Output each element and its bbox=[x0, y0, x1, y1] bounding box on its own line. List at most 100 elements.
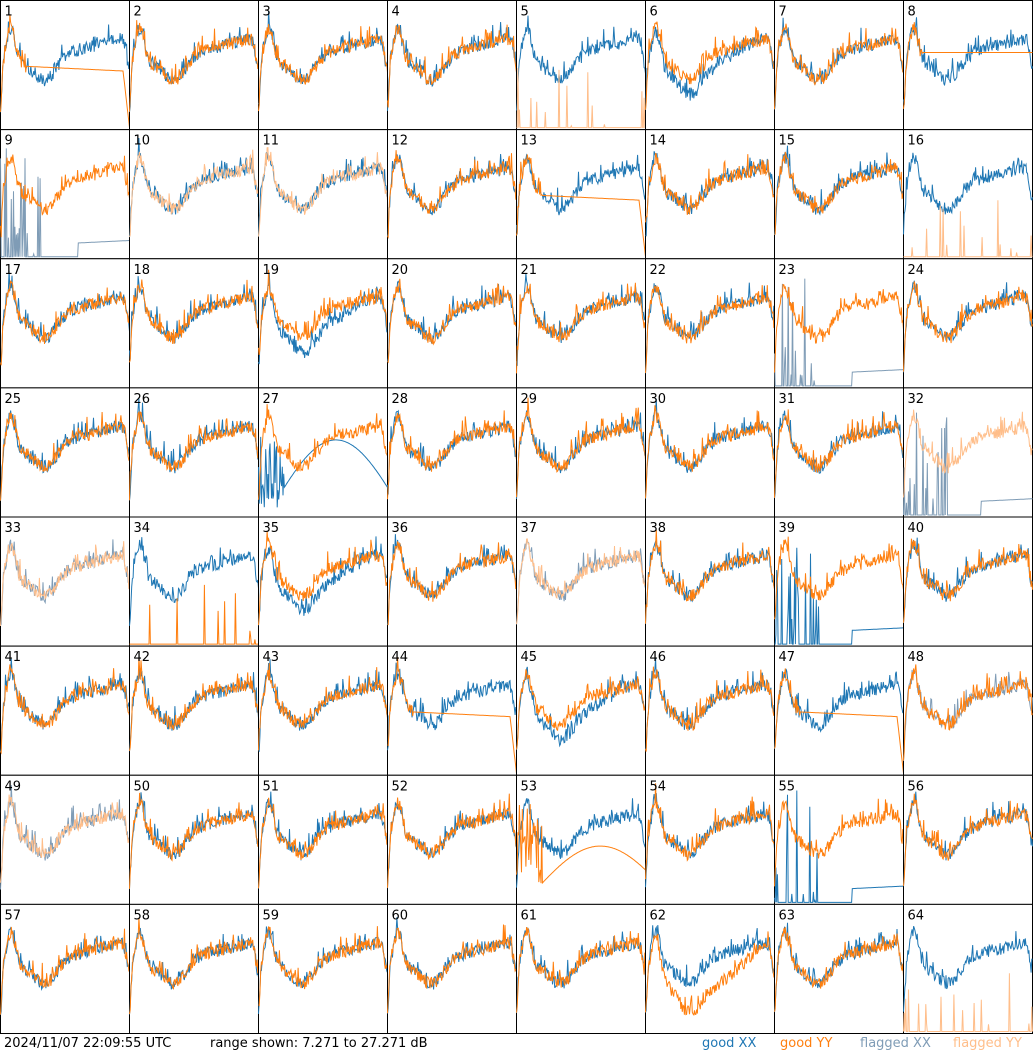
panel-frame bbox=[387, 129, 517, 260]
series-yy-line bbox=[0, 794, 130, 883]
range-text: range shown: 7.271 to 27.271 dB bbox=[210, 1036, 428, 1051]
series-yy-line bbox=[903, 973, 1033, 1032]
panel-label: 27 bbox=[263, 392, 280, 407]
series-yy-line bbox=[645, 666, 775, 752]
panel-32: 32 bbox=[903, 387, 1033, 518]
panel-63: 63 bbox=[774, 903, 904, 1034]
panel-23: 23 bbox=[774, 258, 904, 389]
series-xx-line bbox=[774, 278, 904, 387]
panel-61: 61 bbox=[516, 903, 646, 1034]
panel-label: 46 bbox=[650, 650, 667, 665]
series-xx-line bbox=[903, 152, 1033, 235]
panel-label: 51 bbox=[263, 779, 280, 794]
series-yy-line bbox=[903, 200, 1033, 258]
panel-8: 8 bbox=[903, 0, 1033, 131]
panel-label: 16 bbox=[908, 134, 925, 149]
series-xx-line bbox=[129, 398, 259, 501]
series-yy-line bbox=[774, 283, 904, 373]
panel-label: 9 bbox=[5, 134, 13, 149]
panel-frame bbox=[774, 774, 904, 905]
panel-frame bbox=[0, 645, 130, 776]
panel-label: 21 bbox=[521, 263, 538, 278]
series-yy-line bbox=[129, 792, 259, 889]
series-yy-line bbox=[129, 917, 259, 1015]
panel-5: 5 bbox=[516, 0, 646, 131]
series-yy-line bbox=[645, 529, 775, 624]
legend-flagged-yy: flagged YY bbox=[953, 1036, 1022, 1051]
panel-frame bbox=[645, 903, 775, 1034]
panel-label: 34 bbox=[134, 521, 151, 536]
series-yy-line bbox=[516, 282, 646, 374]
series-yy-line bbox=[129, 584, 259, 645]
series-yy-line bbox=[903, 22, 1033, 109]
panel-label: 15 bbox=[779, 134, 796, 149]
panel-12: 12 bbox=[387, 129, 517, 260]
panel-frame bbox=[129, 129, 259, 260]
series-xx-line bbox=[258, 272, 388, 365]
panel-50: 50 bbox=[129, 774, 259, 905]
panel-label: 37 bbox=[521, 521, 538, 536]
panel-58: 58 bbox=[129, 903, 259, 1034]
panel-55: 55 bbox=[774, 774, 904, 905]
series-yy-line bbox=[645, 783, 775, 880]
series-yy-line bbox=[129, 410, 259, 501]
panel-26: 26 bbox=[129, 387, 259, 518]
panel-frame bbox=[516, 387, 646, 518]
panel-frame bbox=[903, 258, 1033, 389]
panel-label: 43 bbox=[263, 650, 280, 665]
panel-label: 1 bbox=[5, 5, 13, 20]
series-yy-line bbox=[0, 14, 130, 128]
series-yy-line bbox=[258, 797, 388, 889]
series-yy-line bbox=[774, 927, 904, 1012]
panel-42: 42 bbox=[129, 645, 259, 776]
footer: 2024/11/07 22:09:55 UTC range shown: 7.2… bbox=[0, 1034, 1033, 1053]
panel-label: 52 bbox=[392, 779, 409, 794]
panel-11: 11 bbox=[258, 129, 388, 260]
series-xx-line bbox=[774, 790, 904, 903]
panel-label: 19 bbox=[263, 263, 280, 278]
panel-frame bbox=[129, 0, 259, 131]
panel-label: 35 bbox=[263, 521, 280, 536]
series-yy-line bbox=[903, 409, 1033, 498]
panel-frame bbox=[129, 645, 259, 776]
panel-35: 35 bbox=[258, 516, 388, 647]
panel-label: 20 bbox=[392, 263, 409, 278]
panel-21: 21 bbox=[516, 258, 646, 389]
series-yy-line bbox=[258, 24, 388, 112]
series-yy-line bbox=[645, 405, 775, 499]
panel-label: 45 bbox=[521, 650, 538, 665]
panel-frame bbox=[903, 387, 1033, 518]
series-yy-line bbox=[903, 793, 1033, 886]
series-yy-line bbox=[774, 798, 904, 887]
panel-frame bbox=[903, 516, 1033, 647]
panel-label: 17 bbox=[5, 263, 22, 278]
panel-52: 52 bbox=[387, 774, 517, 905]
panel-frame bbox=[774, 903, 904, 1034]
panel-frame bbox=[258, 645, 388, 776]
series-yy-line bbox=[129, 279, 259, 363]
panel-label: 41 bbox=[5, 650, 22, 665]
timestamp: 2024/11/07 22:09:55 UTC bbox=[4, 1036, 172, 1051]
panel-2: 2 bbox=[129, 0, 259, 131]
panel-64: 64 bbox=[903, 903, 1033, 1034]
series-xx-line bbox=[774, 410, 904, 499]
series-yy-line bbox=[0, 926, 130, 1015]
panel-frame bbox=[903, 774, 1033, 905]
panel-label: 42 bbox=[134, 650, 151, 665]
legend-good-xx: good XX bbox=[702, 1036, 757, 1051]
series-yy-line bbox=[516, 669, 646, 750]
panel-label: 14 bbox=[650, 134, 667, 149]
panel-frame bbox=[774, 645, 904, 776]
panel-43: 43 bbox=[258, 645, 388, 776]
series-xx-line bbox=[516, 15, 646, 111]
series-xx-line bbox=[645, 925, 775, 1013]
panel-frame bbox=[0, 258, 130, 389]
series-yy-line bbox=[516, 926, 646, 1013]
series-xx-line bbox=[774, 668, 904, 749]
panel-frame bbox=[258, 129, 388, 260]
panel-label: 23 bbox=[779, 263, 796, 278]
panel-frame bbox=[903, 645, 1033, 776]
panel-1: 1 bbox=[0, 0, 130, 131]
series-yy-line bbox=[258, 404, 388, 500]
panel-57: 57 bbox=[0, 903, 130, 1034]
